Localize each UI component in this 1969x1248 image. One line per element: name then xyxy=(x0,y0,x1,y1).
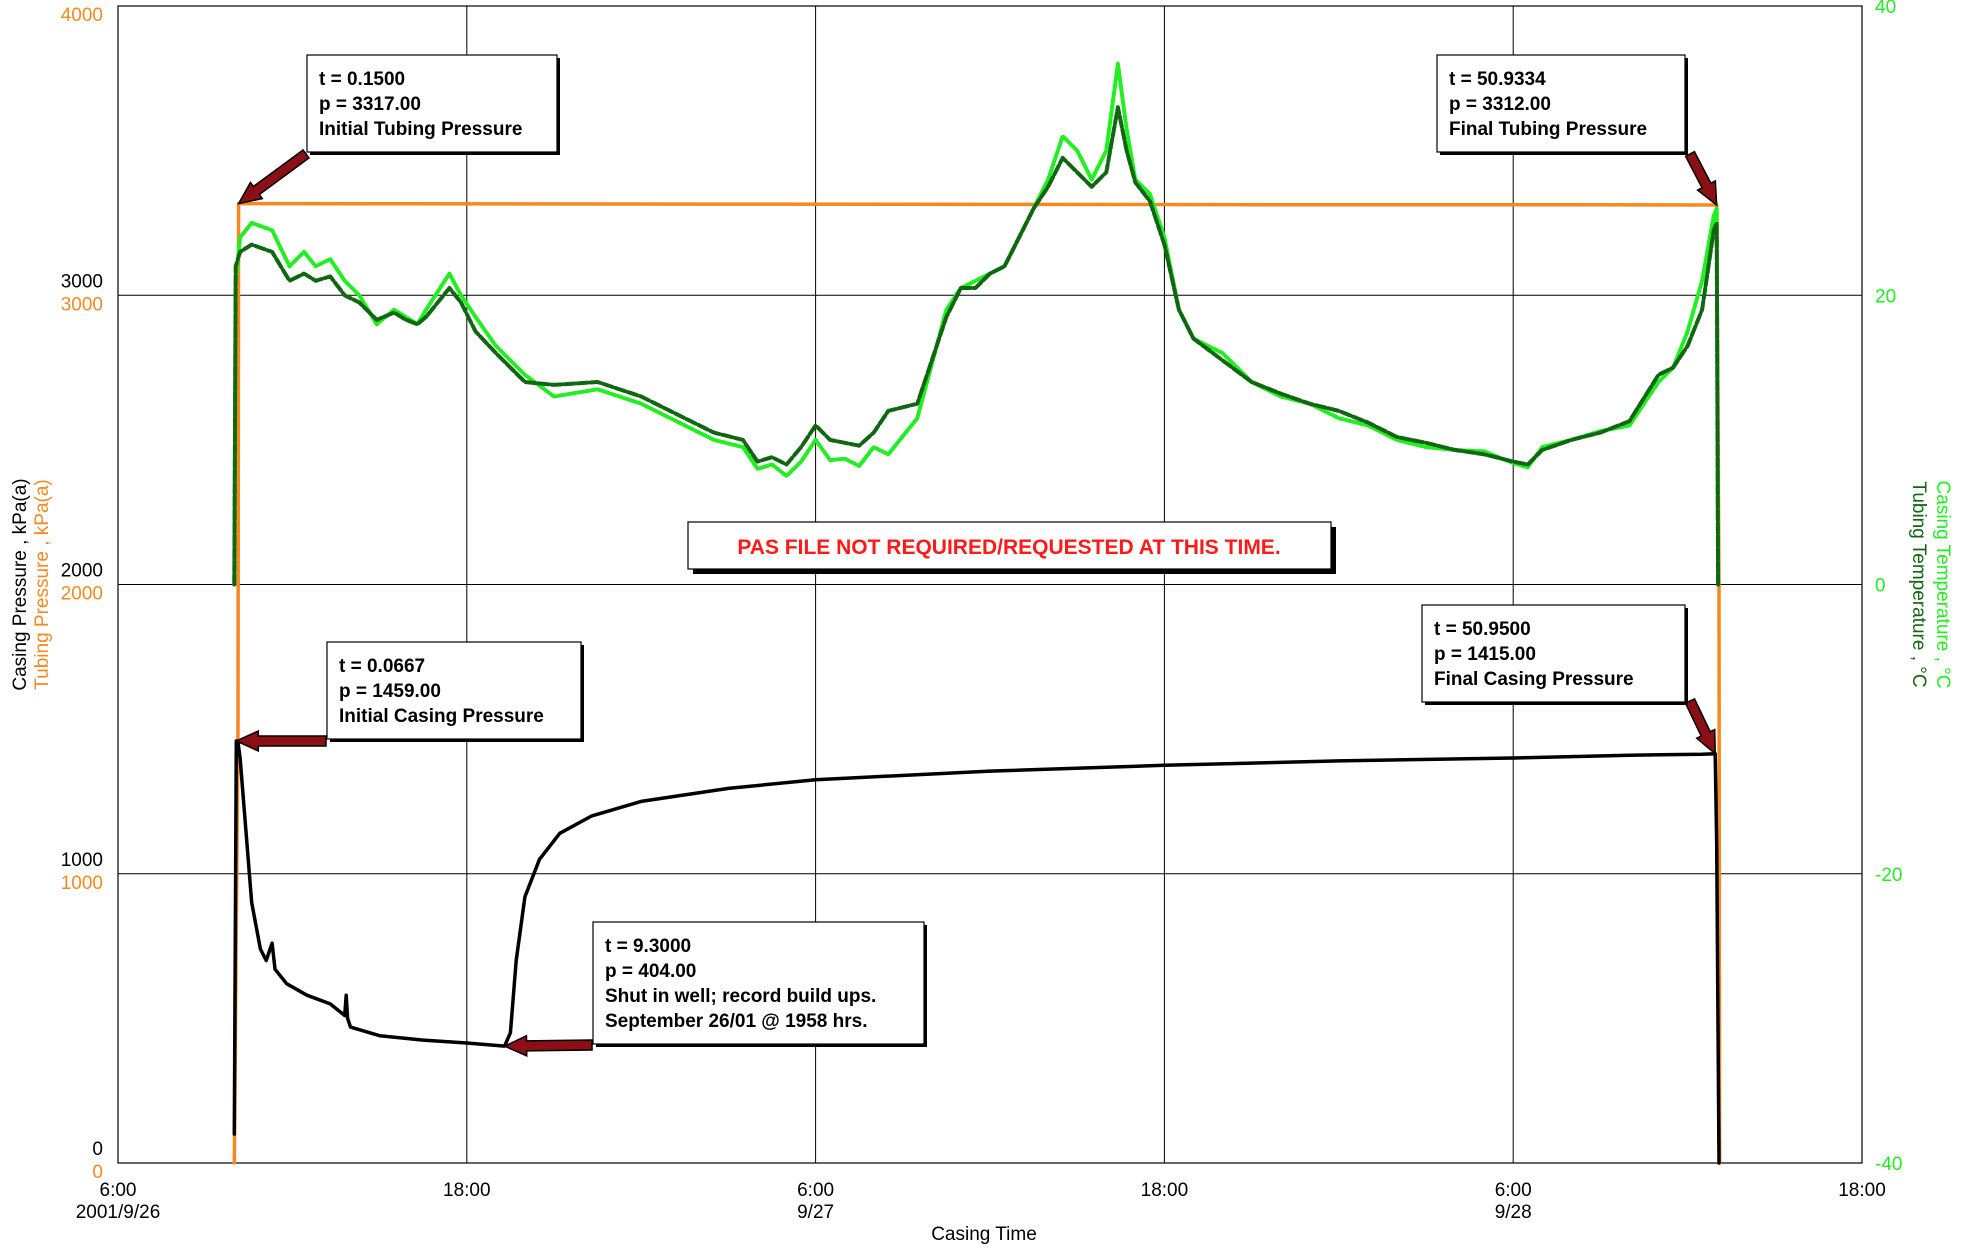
y-left-tick-casing: 2000 xyxy=(61,561,103,582)
y-left-tick-casing: 4000 xyxy=(61,0,103,3)
x-tick-label: 6:00 xyxy=(1495,1180,1532,1201)
note-box xyxy=(687,521,1332,570)
y-right-tick: -20 xyxy=(1875,865,1902,886)
y-right-tick: 0 xyxy=(1875,576,1886,597)
y-left-tick-tubing: 0 xyxy=(92,1162,103,1183)
y-left-tick-casing: 0 xyxy=(92,1139,103,1160)
annotation-text-line: t = 0.0667 xyxy=(339,656,425,677)
y-left-tick-tubing: 2000 xyxy=(61,584,103,605)
note-box-group: PAS FILE NOT REQUIRED/REQUESTED AT THIS … xyxy=(687,521,1336,574)
annotation-initial-tubing: t = 0.1500 p = 3317.00 Initial Tubing Pres… xyxy=(237,54,560,205)
annotation-box xyxy=(1436,54,1686,153)
annotation-box xyxy=(306,54,558,153)
grid xyxy=(117,5,1863,1164)
y-right-tick: 20 xyxy=(1875,286,1896,307)
annotation-text-line: September 26/01 @ 1958 hrs. xyxy=(605,1011,868,1032)
annotation-box xyxy=(592,921,925,1045)
annotation-text-line: Shut in well; record build ups. xyxy=(605,986,876,1007)
annotation-final-casing: t = 50.9500 p = 1415.00 Final Casing Press… xyxy=(1421,604,1716,756)
series-casing-temperature xyxy=(232,61,1721,587)
x-tick-label: 18:00 xyxy=(1141,1180,1189,1201)
annotation-box xyxy=(326,641,582,740)
annotation-text-line: Initial Tubing Pressure xyxy=(319,119,522,140)
y-right-title-casing: Casing Temperature , °C xyxy=(1932,481,1953,689)
annotation-text-line: Final Tubing Pressure xyxy=(1449,119,1647,140)
annotation-shut-in: t = 9.3000 p = 404.00 Shut in well; record… xyxy=(502,921,927,1058)
x-tick-date-label: 9/27 xyxy=(797,1202,834,1223)
y-right-tick: -40 xyxy=(1875,1154,1902,1175)
annotation-final-tubing: t = 50.9334 p = 3312.00 Final Tubing Press… xyxy=(1436,54,1718,207)
x-tick-label: 6:00 xyxy=(797,1180,834,1201)
annotation-arrow xyxy=(234,729,327,753)
annotation-initial-casing: t = 0.0667 p = 1459.00 Initial Casing Pres… xyxy=(234,641,584,753)
x-tick-label: 6:00 xyxy=(100,1180,137,1201)
x-axis-title: Casing Time xyxy=(931,1224,1037,1245)
y-left-tick-casing: 3000 xyxy=(61,271,103,292)
annotation-text-line: p = 1415.00 xyxy=(1434,644,1536,665)
x-tick-date-label: 9/28 xyxy=(1495,1202,1532,1223)
annotation-text-line: p = 3312.00 xyxy=(1449,94,1551,115)
annotation-text-line: t = 0.1500 xyxy=(319,69,405,90)
y-right-tick: 40 xyxy=(1875,0,1896,18)
annotation-text-line: t = 50.9500 xyxy=(1434,619,1531,640)
series-layer xyxy=(232,61,1722,1165)
x-tick-date-label: 2001/9/26 xyxy=(76,1202,161,1223)
series-casing-pressure xyxy=(232,739,1721,1165)
x-tick-label: 18:00 xyxy=(1838,1180,1886,1201)
annotation-text-line: t = 50.9334 xyxy=(1449,69,1546,90)
y-left-tick-casing: 1000 xyxy=(61,850,103,871)
annotation-text-line: p = 1459.00 xyxy=(339,681,441,702)
annotation-arrow xyxy=(1684,150,1718,207)
annotation-arrow xyxy=(237,148,311,205)
annotation-text-line: p = 404.00 xyxy=(605,961,696,982)
note-text: PAS FILE NOT REQUIRED/REQUESTED AT THIS … xyxy=(737,536,1280,559)
series-tubing-temperature xyxy=(232,105,1721,587)
y-left-tick-tubing: 4000 xyxy=(61,5,103,26)
annotation-text-line: t = 9.3000 xyxy=(605,936,691,957)
y-right-title-tubing: Tubing Temperature , °C xyxy=(1908,481,1929,687)
annotation-text-line: p = 3317.00 xyxy=(319,94,421,115)
y-left-tick-tubing: 1000 xyxy=(61,873,103,894)
annotation-text-line: Final Casing Pressure xyxy=(1434,669,1634,690)
annotation-text-line: Initial Casing Pressure xyxy=(339,706,544,727)
x-tick-label: 18:00 xyxy=(443,1180,491,1201)
annotation-box xyxy=(1421,604,1686,703)
y-left-title-tubing: Tubing Pressure , kPa(a) xyxy=(32,479,53,690)
annotations-layer: t = 0.1500 p = 3317.00 Initial Tubing Pres… xyxy=(234,54,1718,1058)
y-left-tick-tubing: 3000 xyxy=(61,294,103,315)
annotation-arrow xyxy=(502,1034,593,1058)
annotation-arrow xyxy=(1684,697,1716,756)
y-left-title-casing: Casing Pressure , kPa(a) xyxy=(10,478,31,690)
